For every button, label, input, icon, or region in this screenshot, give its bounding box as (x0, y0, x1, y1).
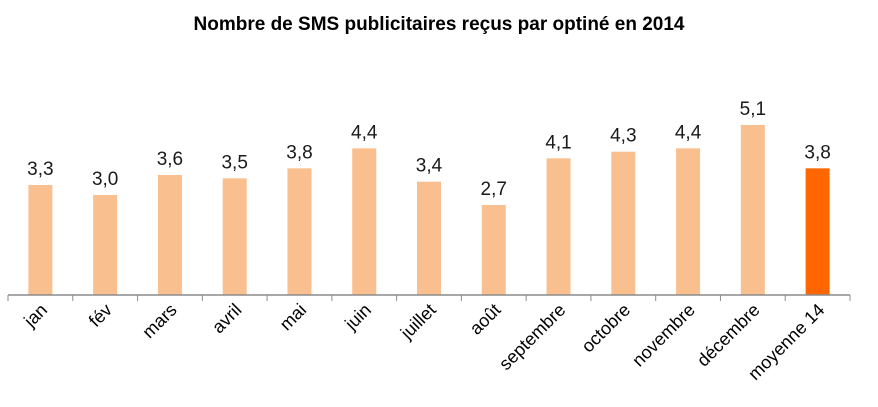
x-tick-label: jan (19, 300, 51, 332)
value-labels-group: 3,3 3,0 3,6 3,5 3,8 4,4 3,4 2,7 4,1 4,3 4,4 5,1 3,8 (27, 99, 831, 200)
x-tick-label: avril (208, 300, 245, 337)
x-tick-label: septembre (495, 300, 569, 374)
bar (352, 148, 377, 295)
bar (805, 168, 830, 295)
bar (157, 175, 182, 295)
chart-title: Nombre de SMS publicitaires reçus par op… (193, 14, 685, 35)
bar-value-label: 3,6 (157, 149, 183, 170)
bar (222, 178, 247, 295)
bar-value-label: 3,8 (804, 142, 830, 163)
x-tick-label: octobre (578, 300, 635, 357)
bar (93, 195, 118, 295)
bar (740, 125, 765, 295)
x-axis (7, 294, 851, 301)
bar (676, 148, 701, 295)
bar-value-label: 2,7 (481, 179, 507, 200)
x-tick-label: mai (276, 300, 311, 335)
bar-value-label: 3,0 (92, 169, 118, 190)
bar (417, 181, 441, 295)
x-tick-label: août (466, 300, 505, 339)
x-tick-label: juin (340, 300, 375, 335)
bar (546, 158, 571, 295)
bar-value-label: 3,3 (27, 159, 53, 180)
x-tick-labels-group: jan fév mars avril mai juin juillet aoûtseptemb… (19, 300, 828, 384)
bars-group (28, 125, 830, 295)
bar (611, 151, 636, 295)
x-tick-label: novembre (628, 300, 699, 371)
bar (287, 168, 312, 295)
bar-value-label: 3,8 (286, 142, 312, 163)
bar-value-label: 4,4 (675, 122, 702, 143)
x-tick-label: fév (85, 300, 116, 331)
bar-value-label: 5,1 (740, 99, 766, 120)
bar-value-label: 4,1 (545, 132, 571, 153)
x-tick-label: juillet (396, 300, 440, 344)
bar (481, 205, 506, 295)
bar-value-label: 4,3 (610, 126, 636, 147)
bar-value-label: 3,4 (416, 156, 443, 177)
x-tick-label: mars (138, 300, 180, 342)
bar-value-label: 4,4 (351, 122, 378, 143)
bar-value-label: 3,5 (221, 152, 247, 173)
bar (28, 185, 53, 295)
